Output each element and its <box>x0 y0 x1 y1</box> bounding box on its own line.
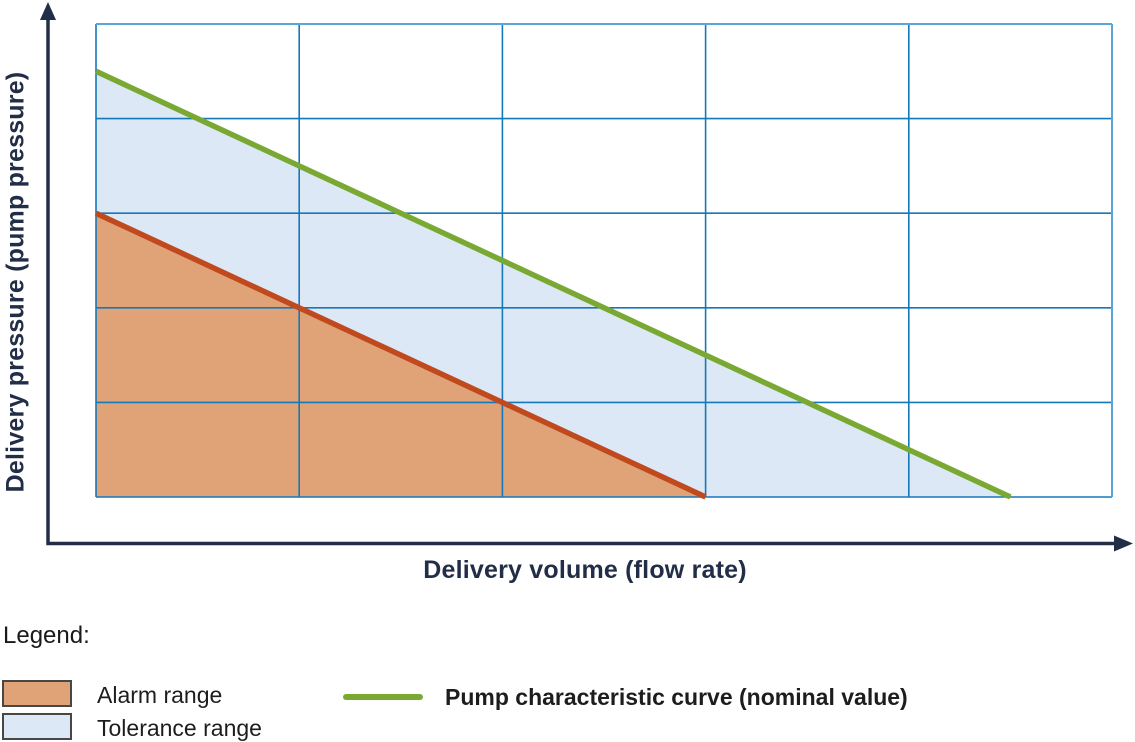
axis-lines <box>46 16 1117 546</box>
x-axis-label: Delivery volume (flow rate) <box>423 556 747 584</box>
legend-label-alarm-range: Alarm range <box>97 682 223 708</box>
x-axis-arrowhead <box>1114 535 1133 552</box>
nominal-curve-swatch-line <box>343 694 423 700</box>
tolerance-range-swatch <box>2 713 72 740</box>
chart-axes <box>40 2 1133 552</box>
legend-title: Legend: <box>3 622 90 649</box>
y-axis-arrowhead <box>40 2 56 20</box>
chart-gridlines <box>95 23 1113 498</box>
alarm-range-swatch <box>2 680 72 707</box>
legend-label-nominal-curve: Pump characteristic curve (nominal value… <box>445 684 908 710</box>
series-alarm-range-boundary <box>94 210 707 500</box>
series-pump-characteristic-curve-nominal <box>94 68 1012 500</box>
y-axis-label: Delivery pressure (pump pressure) <box>1 71 30 493</box>
legend-label-tolerance-range: Tolerance range <box>97 715 262 741</box>
chart-series-lines <box>94 68 1012 500</box>
